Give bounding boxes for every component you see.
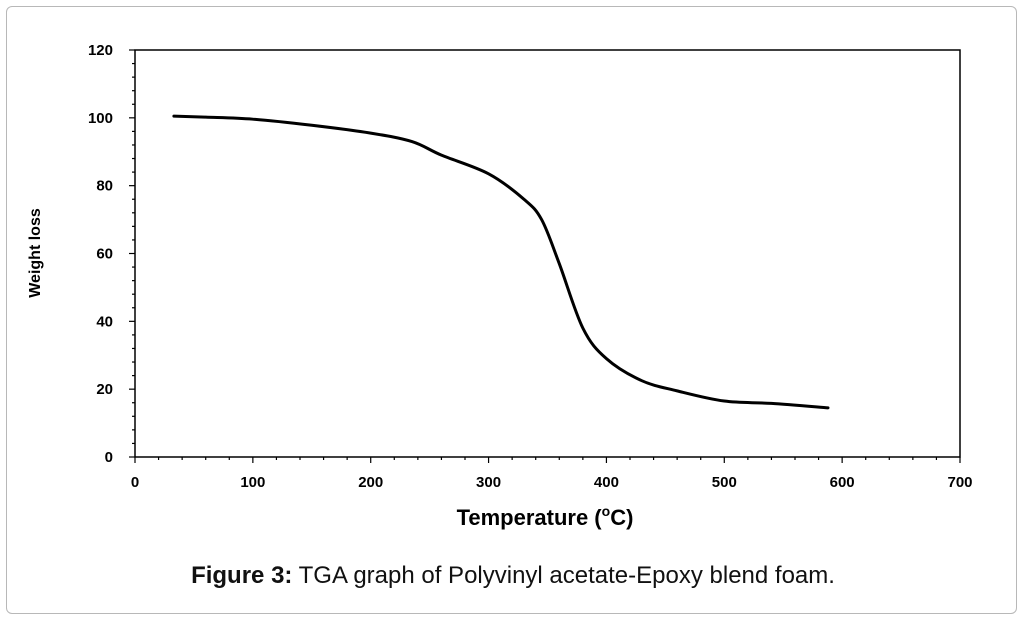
y-tick-label: 120 [88, 42, 113, 59]
weight-loss-curve [172, 114, 830, 410]
caption-text: TGA graph of Polyvinyl acetate-Epoxy ble… [292, 562, 835, 589]
x-tick-label: 700 [947, 474, 972, 491]
caption-label: Figure 3: [191, 562, 293, 589]
x-tick-label: 100 [240, 474, 265, 491]
x-tick-label: 300 [476, 474, 501, 491]
y-tick-label: 20 [96, 381, 113, 398]
x-axis-title: Temperature (oC) [457, 503, 634, 530]
x-tick-label: 400 [594, 474, 619, 491]
y-tick-label: 80 [96, 178, 113, 195]
y-tick-label: 0 [105, 449, 113, 466]
tga-chart: 0 20 40 60 80 100 120 0 100 200 300 400 500 600 700 T… [27, 42, 973, 530]
x-tick-label: 0 [131, 474, 139, 491]
y-tick-label: 40 [96, 313, 113, 330]
x-tick-label: 600 [830, 474, 855, 491]
y-axis-title: Weight loss [27, 208, 44, 298]
plot-area [134, 49, 961, 458]
y-tick-label: 100 [88, 110, 113, 127]
y-axis: 0 20 40 60 80 100 120 [88, 42, 135, 466]
x-tick-label: 500 [712, 474, 737, 491]
y-tick-label: 60 [96, 246, 113, 263]
x-axis: 0 100 200 300 400 500 600 700 [131, 457, 973, 491]
figure-caption: Figure 3: TGA graph of Polyvinyl acetate… [0, 562, 1026, 590]
x-tick-label: 200 [358, 474, 383, 491]
